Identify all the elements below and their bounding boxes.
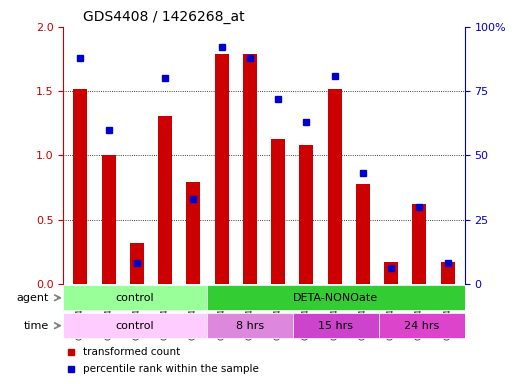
Text: GDS4408 / 1426268_at: GDS4408 / 1426268_at — [83, 10, 245, 25]
FancyBboxPatch shape — [206, 313, 293, 338]
Bar — [130, 243, 144, 284]
Bar — [158, 116, 172, 284]
Text: transformed count: transformed count — [83, 348, 181, 358]
Text: 24 hrs: 24 hrs — [404, 321, 439, 331]
Text: time: time — [24, 321, 49, 331]
Bar — [412, 204, 427, 284]
FancyBboxPatch shape — [206, 285, 465, 310]
Bar — [327, 89, 342, 284]
Text: DETA-NONOate: DETA-NONOate — [293, 293, 378, 303]
FancyBboxPatch shape — [379, 313, 465, 338]
Bar — [299, 145, 314, 284]
Bar — [214, 54, 229, 284]
Bar — [186, 182, 201, 284]
FancyBboxPatch shape — [63, 285, 206, 310]
Text: control: control — [116, 321, 154, 331]
Text: 15 hrs: 15 hrs — [318, 321, 353, 331]
Text: agent: agent — [17, 293, 49, 303]
Text: control: control — [116, 293, 154, 303]
FancyBboxPatch shape — [63, 313, 206, 338]
FancyBboxPatch shape — [293, 313, 379, 338]
Bar — [243, 54, 257, 284]
Text: percentile rank within the sample: percentile rank within the sample — [83, 364, 259, 374]
Bar — [271, 139, 285, 284]
Bar — [101, 156, 116, 284]
Text: 8 hrs: 8 hrs — [235, 321, 263, 331]
Bar — [73, 89, 87, 284]
Bar — [356, 184, 370, 284]
Bar — [384, 262, 398, 284]
Bar — [441, 262, 455, 284]
